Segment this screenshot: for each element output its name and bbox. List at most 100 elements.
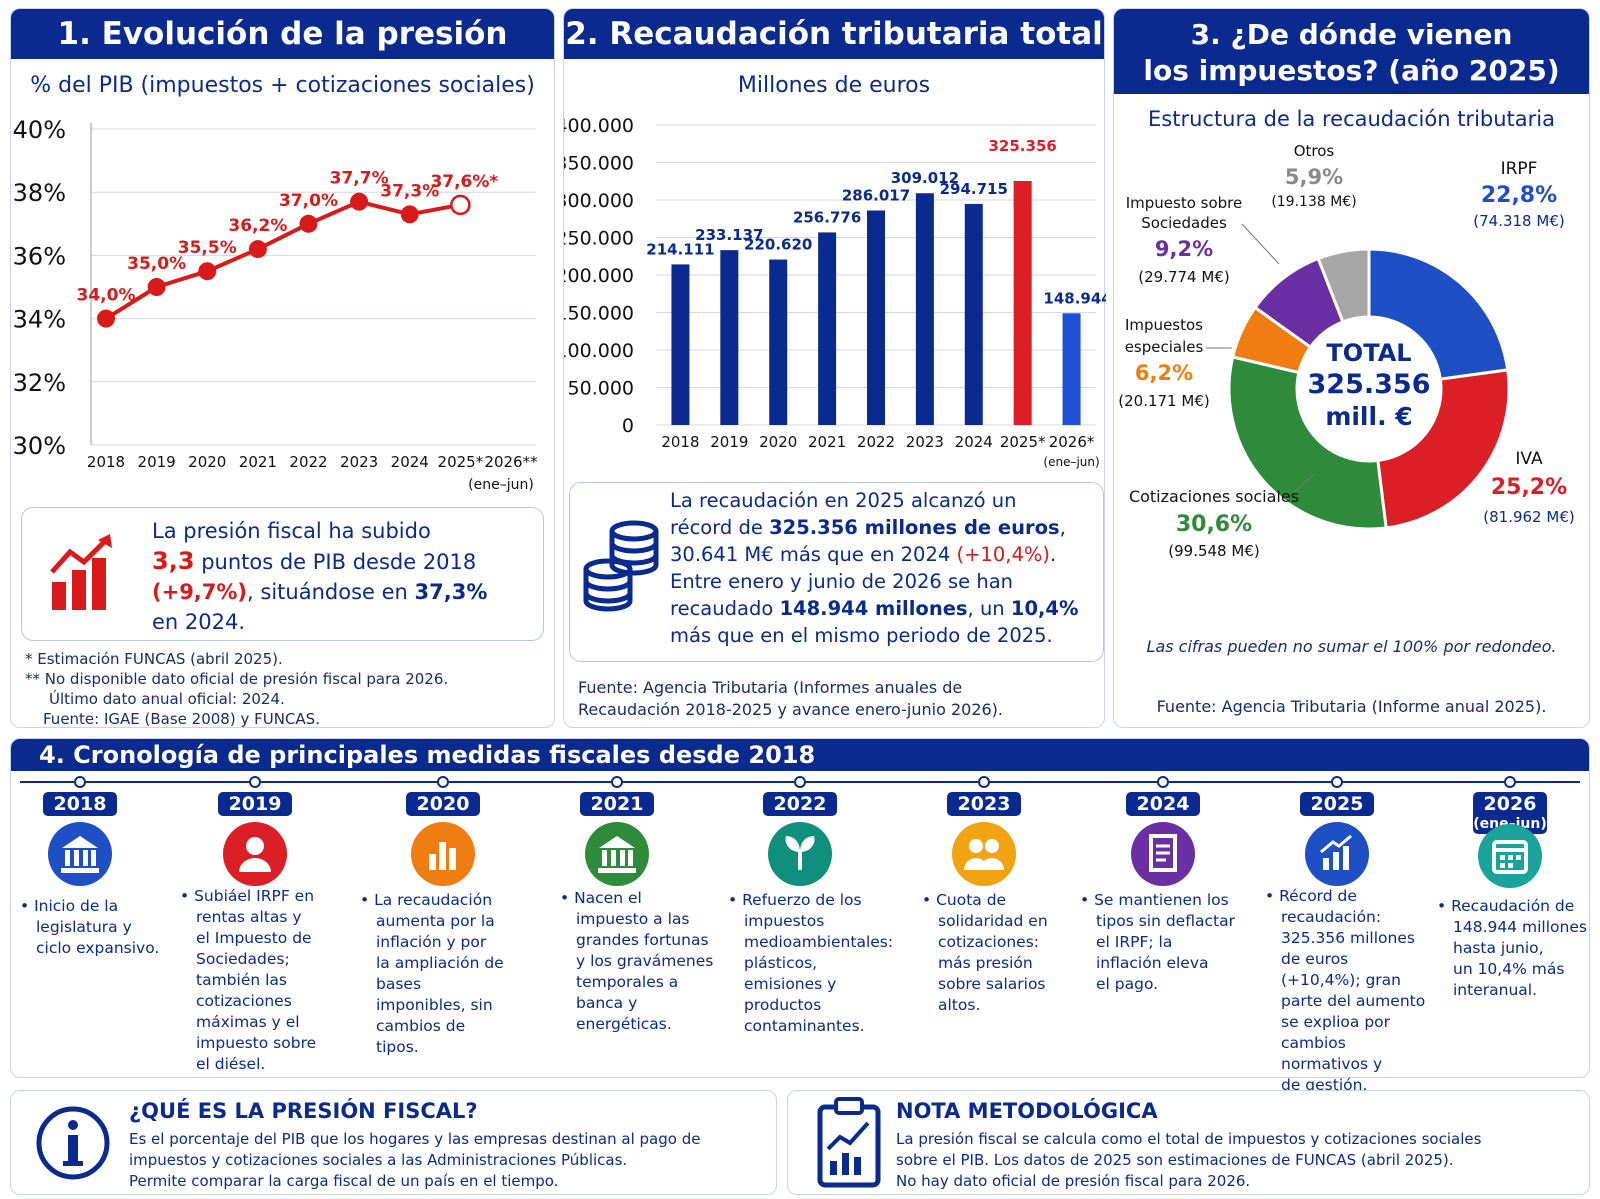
timeline-text-line: el pago. (1096, 975, 1159, 993)
x-tick-label: 2024 (391, 453, 429, 471)
footnote-2: ** No disponible dato oficial de presión… (25, 670, 449, 688)
timeline-text-line: el diésel. (196, 1055, 266, 1073)
timeline-year: 2022 (773, 793, 827, 815)
timeline-text-line: cotizaciones (196, 992, 292, 1010)
bar-chart-tax-revenue: 0 50.000 100.000 150.000 200.000 250.000 300.0… (564, 115, 1106, 469)
esp-name-1: Impuestos (1125, 316, 1203, 334)
timeline-text-line: de euros (1281, 950, 1349, 968)
panel-tax-structure: 3. ¿De dónde vienen los impuestos? (año … (1113, 8, 1590, 728)
line-chart-fiscal-pressure: 30% 32% 34% 36% 38% 40% 2018 2019 2020 2021 2022 20… (13, 116, 538, 493)
revenue-line-e1: recaudado (670, 597, 780, 620)
panel2-source-2: Recaudación 2018-2025 y avance enero-jun… (578, 700, 1004, 719)
summary-points: 3,3 (152, 547, 195, 575)
leaf-icon (768, 822, 832, 886)
revenue-line-a: La recaudación en 2025 alcanzó un (670, 489, 1017, 512)
timeline-text-line: cotizaciones: (938, 933, 1039, 951)
timeline-dot (1331, 776, 1343, 788)
x-tick-label: 2026* (1049, 433, 1095, 451)
timeline-text-line: imponibles, sin (376, 996, 493, 1014)
timeline-year: 2026 (1483, 793, 1537, 815)
timeline-text-line: • Récord de (1265, 887, 1357, 905)
bar (1013, 180, 1032, 425)
panel-tax-revenue: 2. Recaudación tributaria total Millones… (563, 8, 1106, 728)
bar-value-label: 256.776 (793, 208, 861, 226)
bar (867, 210, 885, 425)
what-title: ¿QUÉ ES LA PRESIÓN FISCAL? (129, 1099, 478, 1123)
summary-value: 37,3% (414, 580, 488, 604)
timeline-text-line: • Subiáel IRPF en (180, 887, 315, 905)
bar-value-label: 325.356 (989, 137, 1057, 155)
timeline-text-line: legislatura y (36, 918, 132, 936)
bar-value-label: 294.715 (940, 180, 1008, 198)
bar (915, 193, 934, 425)
data-label: 36,2% (228, 216, 287, 236)
x-tick-label: 2022 (857, 433, 895, 451)
cot-amount: (99.548 M€) (1168, 542, 1259, 560)
data-label: 37,6%* (430, 172, 498, 192)
timeline-text-line: • Se mantienen los (1080, 891, 1229, 909)
bank-icon (48, 822, 112, 886)
panel1-title: 1. Evolución de la presión fiscal (11, 9, 554, 102)
people-icon (952, 822, 1016, 886)
panel2-subtitle: Millones de euros (737, 73, 931, 98)
donut-slice (1367, 247, 1510, 381)
timeline-text-line: el Impuesto de (196, 929, 312, 947)
timeline-text: • Nacen el impuesto a las grandes fortunas… (560, 888, 713, 1035)
esp-pct: 6,2% (1135, 361, 1193, 385)
timeline-year-badge: 2018 (43, 792, 117, 816)
timeline-year: 2018 (53, 793, 107, 815)
x-tick-label: 2021 (808, 433, 846, 451)
data-label: 35,0% (127, 254, 186, 274)
what-is-box: ¿QUÉ ES LA PRESIÓN FISCAL? Es el porcent… (10, 1090, 777, 1195)
timeline-dot (611, 776, 623, 788)
timeline-text-line: también las (196, 971, 287, 989)
method-note-box: NOTA METODOLÓGICA La presión fiscal se c… (787, 1090, 1590, 1195)
soc-amount: (29.774 M€) (1138, 268, 1229, 286)
timeline-dot (794, 776, 806, 788)
timeline-text-line: la ampliación de (376, 954, 504, 972)
timeline-text: • Cuota de solidaridad en cotizaciones: más… (922, 890, 1048, 1016)
revenue-line-e3: , un (967, 597, 1011, 620)
timeline-text-line: impuesto sobre (196, 1034, 317, 1052)
timeline-text-line: inflación y por (376, 933, 487, 951)
revenue-line-b1: récord de (670, 516, 770, 539)
revenue-2026: 148.944 millones (779, 597, 968, 620)
revenue-line-c1: 30.641 M€ más que en 2024 (670, 543, 957, 566)
timeline-text-line: el IRPF; la (1096, 933, 1173, 951)
x-tick-label: 2023 (906, 433, 944, 451)
y-tick-label: 200.000 (564, 265, 634, 287)
timeline-year-badge: 2023 (947, 792, 1021, 816)
panel3-subtitle: Estructura de la recaudación tributaria (1148, 107, 1555, 131)
x-tick-label: 2025* (438, 453, 484, 471)
timeline-text-line: tipos. (376, 1038, 419, 1056)
timeline-text-line: impuestos (744, 912, 825, 930)
y-tick-label: 150.000 (564, 303, 634, 325)
timeline-text-line: parte del aumento (1281, 992, 1426, 1010)
bar-chart-icon (411, 822, 475, 886)
y-tick-label: 0 (622, 415, 634, 437)
panel-fiscal-pressure: 1. Evolución de la presión fiscal % del … (10, 8, 555, 728)
donut-center-label: TOTAL (1326, 339, 1411, 367)
timeline-text-line: • Nacen el (560, 889, 642, 907)
growth-chart-icon (1305, 822, 1369, 886)
data-label: 37,3% (380, 181, 439, 201)
y-tick-label: 34% (13, 306, 66, 334)
timeline-text-line: • Cuota de (922, 891, 1007, 909)
revenue-line-c3: . (1050, 543, 1057, 566)
timeline-text-line: recaudación: (1281, 908, 1382, 926)
timeline-text-line: de gestión. (1281, 1076, 1368, 1094)
donut-slice (1316, 247, 1371, 324)
otros-amount: (19.138 M€) (1271, 194, 1356, 210)
what-text-1: Es el porcentaje del PIB que los hogares… (129, 1130, 701, 1148)
soc-name-2: Sociedades (1141, 214, 1227, 232)
timeline-year-badge: 2022 (763, 792, 837, 816)
donut-center-value: 325.356 (1308, 369, 1431, 400)
timeline-text-line: se explioa por (1281, 1013, 1391, 1031)
coins-icon (583, 520, 659, 612)
rising-chart-icon (50, 534, 112, 610)
irpf-pct: 22,8% (1481, 183, 1557, 208)
x-tick-label: 2026** (484, 453, 538, 471)
timeline-text-line: bases (376, 975, 422, 993)
data-point (350, 192, 369, 211)
timeline-text-line: (+10,4%); gran (1281, 971, 1402, 989)
